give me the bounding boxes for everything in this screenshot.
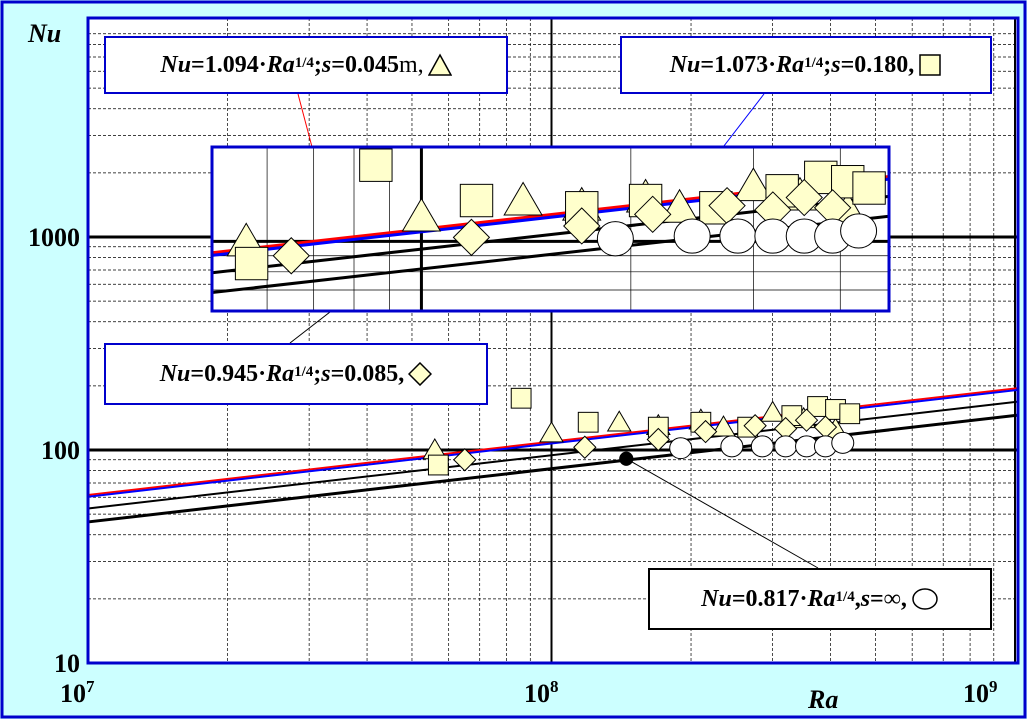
triangle-marker: [503, 181, 543, 216]
diamond-marker: [573, 435, 597, 459]
circle-marker: [720, 435, 744, 458]
equation-box-diamond: Nu =0.945· Ra 1/4; s =0.085,: [104, 343, 488, 405]
diamond-marker: [693, 419, 718, 444]
square-marker: [852, 171, 886, 205]
circle-marker: [754, 218, 792, 254]
circle-marker: [831, 431, 855, 454]
square-marker: [234, 246, 269, 281]
square-marker-icon: [919, 54, 942, 76]
plot-area: [88, 18, 1018, 663]
leader-line-diamond: [289, 311, 331, 344]
diamond-marker: [272, 237, 310, 275]
y-axis-label: Nu: [27, 19, 61, 48]
circle-marker-icon: [912, 588, 938, 610]
triangle-marker: [606, 410, 632, 432]
diamond-marker: [453, 448, 477, 472]
triangle-marker: [401, 197, 442, 232]
square-marker: [459, 183, 494, 218]
diamond-marker: [563, 207, 601, 245]
square-marker: [510, 387, 532, 409]
diamond-marker: [785, 178, 823, 217]
diamond-marker: [743, 414, 767, 438]
fit-line: [87, 388, 1019, 498]
y-tick-label-1000: 1000: [28, 223, 80, 252]
triangle-marker-icon: [427, 53, 452, 76]
diamond-marker: [452, 218, 491, 257]
equation-box-triangle: Nu =1.094· Ra 1/4; s =0.045 m,: [104, 36, 508, 94]
circle-marker: [596, 221, 634, 257]
equation-box-square: Nu =1.073· Ra 1/4; s =0.180,: [620, 36, 992, 94]
y-tick-label-10: 10: [54, 649, 80, 678]
inset-border: [210, 145, 891, 313]
y-tick-label-100: 100: [41, 436, 80, 465]
triangle-marker: [711, 415, 736, 437]
leader-line-circle: [626, 458, 819, 569]
fit-line: [87, 400, 1019, 510]
x-axis-label: Ra: [807, 685, 838, 714]
triangle-marker: [539, 421, 564, 443]
plot-border: [86, 16, 1020, 665]
triangle-marker: [760, 400, 786, 422]
x-tick-label-1e7: 107: [60, 677, 95, 708]
data-points: [422, 387, 861, 476]
x-tick-label-1e9: 109: [963, 677, 998, 708]
triangle-marker: [733, 167, 774, 202]
circle-marker: [673, 218, 711, 254]
diamond-marker-icon: [408, 362, 433, 386]
square-marker: [577, 411, 599, 433]
fit-line: [87, 413, 1019, 524]
inset-content: [212, 147, 889, 311]
square-marker: [359, 148, 393, 182]
circle-marker: [774, 435, 798, 458]
circle-marker: [750, 435, 774, 458]
square-marker: [427, 454, 449, 476]
zoom-inset: [210, 145, 891, 313]
square-marker: [839, 403, 861, 425]
circle-marker: [669, 437, 693, 460]
circle-marker: [719, 218, 757, 254]
equation-box-circle: Nu =0.817· Ra 1/4, s =∞,: [648, 568, 992, 630]
circle-marker: [840, 213, 878, 249]
diamond-marker: [633, 195, 672, 234]
diamond-marker: [646, 427, 671, 452]
x-tick-label-1e8: 108: [524, 677, 559, 708]
diamond-marker: [794, 408, 819, 432]
